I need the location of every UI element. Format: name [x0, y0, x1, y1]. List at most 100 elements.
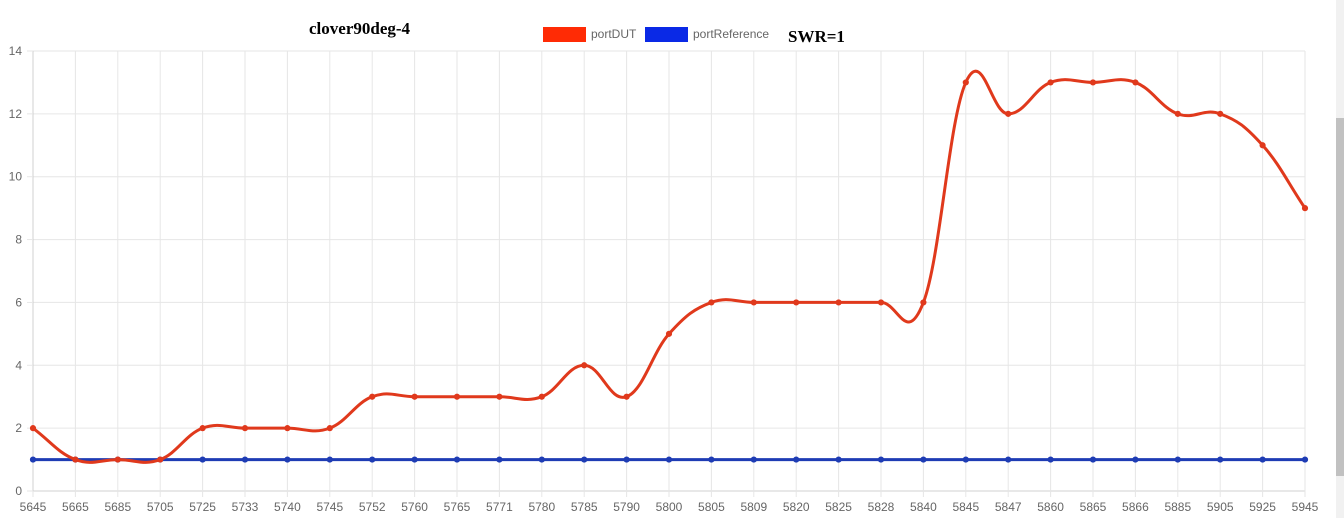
x-tick-label: 5905	[1207, 500, 1234, 514]
data-point-portdut[interactable]	[199, 425, 206, 432]
data-point-portdut[interactable]	[581, 362, 588, 369]
data-point-portdut[interactable]	[877, 299, 885, 306]
y-tick-label: 4	[15, 358, 22, 372]
data-point-portreference[interactable]	[411, 456, 418, 463]
x-tick-label: 5665	[62, 500, 89, 514]
x-tick-label: 5945	[1292, 500, 1319, 514]
data-point-portreference[interactable]	[284, 456, 291, 463]
data-point-portdut[interactable]	[496, 393, 503, 400]
scrollbar-track[interactable]	[1336, 0, 1344, 518]
y-tick-label: 0	[15, 484, 22, 498]
x-tick-label: 5745	[316, 500, 343, 514]
data-point-portdut[interactable]	[1089, 79, 1097, 86]
data-point-portdut[interactable]	[1132, 79, 1139, 86]
series-line-portdut	[32, 69, 1307, 464]
data-point-portreference[interactable]	[581, 456, 588, 463]
x-tick-label: 5790	[613, 500, 640, 514]
data-point-portreference[interactable]	[962, 456, 969, 463]
y-tick-label: 2	[15, 421, 22, 435]
data-point-portreference[interactable]	[623, 456, 630, 463]
data-point-portdut[interactable]	[241, 425, 249, 432]
data-point-portdut[interactable]	[538, 393, 545, 400]
x-tick-label: 5925	[1249, 500, 1276, 514]
data-point-portdut[interactable]	[1259, 142, 1266, 149]
data-point-portreference[interactable]	[920, 456, 927, 463]
data-point-portreference[interactable]	[369, 456, 376, 463]
data-point-portdut[interactable]	[114, 456, 121, 463]
legend-item-portdut[interactable]: portDUT	[543, 26, 636, 42]
data-point-portdut[interactable]	[835, 299, 842, 306]
data-point-portreference[interactable]	[1047, 456, 1054, 463]
data-point-portreference[interactable]	[453, 456, 461, 463]
x-tick-label: 5760	[401, 500, 428, 514]
data-point-portreference[interactable]	[241, 456, 249, 463]
data-point-portdut[interactable]	[1174, 110, 1181, 117]
data-point-portreference[interactable]	[326, 456, 333, 463]
data-point-portdut[interactable]	[284, 425, 291, 432]
x-tick-label: 5828	[868, 500, 895, 514]
data-point-portreference[interactable]	[199, 456, 206, 463]
data-point-portdut[interactable]	[623, 393, 630, 400]
data-point-portdut[interactable]	[793, 299, 800, 306]
data-point-portreference[interactable]	[29, 456, 37, 463]
legend-label-portreference: portReference	[693, 27, 770, 41]
x-tick-label: 5785	[571, 500, 598, 514]
data-point-portdut[interactable]	[708, 299, 715, 306]
x-tick-label: 5725	[189, 500, 216, 514]
data-point-portdut[interactable]	[72, 456, 79, 463]
data-point-portreference[interactable]	[1301, 456, 1309, 463]
data-point-portdut[interactable]	[369, 393, 376, 400]
y-tick-label: 12	[9, 107, 23, 121]
data-point-portdut[interactable]	[326, 425, 333, 432]
data-point-portreference[interactable]	[793, 456, 800, 463]
data-point-portdut[interactable]	[453, 393, 461, 400]
x-tick-label: 5733	[232, 500, 259, 514]
x-tick-label: 5809	[740, 500, 767, 514]
x-tick-label: 5805	[698, 500, 725, 514]
x-tick-label: 5840	[910, 500, 937, 514]
data-point-portreference[interactable]	[1005, 456, 1012, 463]
data-point-portreference[interactable]	[496, 456, 503, 463]
legend-swatch-portdut	[543, 26, 586, 42]
axes: 0 2 4 6 8 10 12 14 5645 5665 5685 5705 5725 5733 5740 5…	[9, 44, 1319, 514]
data-point-portdut[interactable]	[411, 393, 418, 400]
scrollbar-thumb[interactable]	[1336, 118, 1344, 476]
data-point-portdut[interactable]	[29, 425, 37, 432]
data-point-portreference[interactable]	[538, 456, 545, 463]
x-tick-label: 5820	[783, 500, 810, 514]
x-tick-label: 5845	[952, 500, 979, 514]
data-point-portdut[interactable]	[750, 299, 757, 306]
chart-title: clover90deg-4	[309, 19, 411, 38]
y-tick-label: 10	[9, 170, 23, 184]
data-point-portreference[interactable]	[708, 456, 715, 463]
y-tick-label: 8	[15, 233, 22, 247]
data-point-portdut[interactable]	[1301, 205, 1309, 212]
x-tick-label: 5705	[147, 500, 174, 514]
data-point-portdut[interactable]	[1217, 110, 1224, 117]
legend-swatch-portreference	[645, 26, 688, 42]
y-tick-label: 14	[9, 44, 23, 58]
x-tick-label: 5780	[528, 500, 555, 514]
data-point-portdut[interactable]	[962, 79, 969, 86]
data-point-portreference[interactable]	[1089, 456, 1097, 463]
data-point-portdut[interactable]	[1047, 79, 1054, 86]
data-point-portreference[interactable]	[665, 456, 673, 463]
data-point-portreference[interactable]	[835, 456, 842, 463]
data-point-portreference[interactable]	[1259, 456, 1266, 463]
data-point-portreference[interactable]	[877, 456, 885, 463]
data-point-portreference[interactable]	[750, 456, 757, 463]
data-point-portreference[interactable]	[1174, 456, 1181, 463]
legend-item-portreference[interactable]: portReference	[645, 26, 769, 42]
data-point-portdut[interactable]	[1005, 110, 1012, 117]
x-tick-label: 5800	[656, 500, 683, 514]
data-point-portdut[interactable]	[920, 299, 927, 306]
x-tick-label: 5885	[1164, 500, 1191, 514]
data-point-portdut[interactable]	[665, 330, 673, 337]
x-tick-label: 5865	[1080, 500, 1107, 514]
data-point-portreference[interactable]	[1217, 456, 1224, 463]
data-point-portdut[interactable]	[157, 456, 164, 463]
x-tick-label: 5847	[995, 500, 1022, 514]
data-point-portreference[interactable]	[1132, 456, 1139, 463]
legend-label-portdut: portDUT	[591, 27, 637, 41]
